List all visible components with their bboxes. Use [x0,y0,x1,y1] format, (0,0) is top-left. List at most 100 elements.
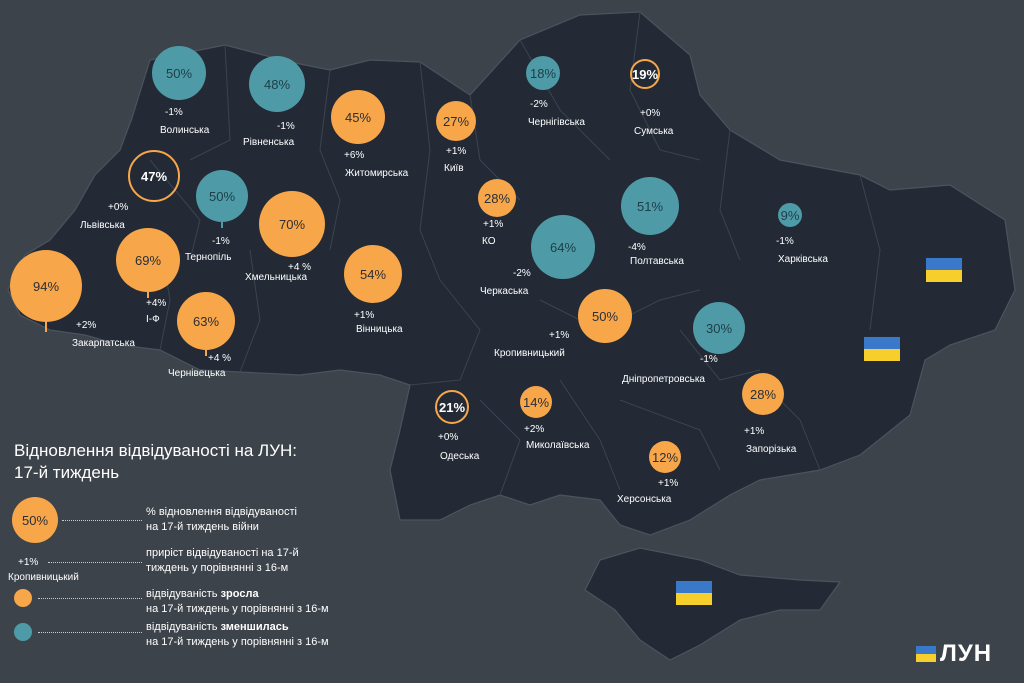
region-bubble-ivano_frankivsk: 69% [116,228,180,292]
region-bubble-chernihiv: 18% [526,56,560,90]
region-name-ivano_frankivsk: І-Ф [146,314,160,325]
region-name-khmelnytskyi: Хмельницька [245,272,308,283]
lun-logo: ЛУН [916,640,992,668]
region-name-ko: КО [482,236,496,247]
region-bubble-mykolaiv: 14% [520,386,552,418]
legend-decrease-pre: відвідуваність [146,621,221,633]
region-name-kherson: Херсонська [617,494,672,505]
region-change-kropyvnytskyi: +1% [549,330,570,341]
region-bubble-lviv: 47% [128,150,180,202]
region-bubble-odesa: 21% [435,390,469,424]
region-change-lviv: +0% [108,202,129,213]
region-change-sumy: +0% [640,108,661,119]
legend-leader-line [38,632,142,633]
legend-decrease-dot [14,623,32,641]
legend-change-desc-2: тиждень у порівнянні з 16-м [146,562,289,574]
region-change-vinnytsia: +1% [354,310,375,321]
title-line-1: Відновлення відвідуваності на ЛУН: [14,441,297,460]
region-bubble-cherkasy: 64% [531,215,595,279]
region-bubble-zhytomyr: 45% [331,90,385,144]
region-change-cherkasy: -2% [513,268,531,279]
legend-decrease-bold: зменшилась [220,621,289,633]
region-name-volyn: Волинська [160,125,210,136]
region-change-kyiv: +1% [446,146,467,157]
legend-leader-line [48,562,142,563]
region-change-odesa: +0% [438,432,459,443]
legend-value-desc: % відновлення відвідуваності на 17-й тиж… [146,505,297,535]
legend-increase-dot [14,589,32,607]
region-bubble-sumy: 19% [630,59,660,89]
region-name-chernihiv: Чернігівська [528,117,585,128]
region-name-cherkasy: Черкаська [480,286,529,297]
legend-decrease-desc-2: на 17-й тиждень у порівнянні з 16-м [146,636,329,648]
region-bubble-zakarpattia: 94% [10,250,82,322]
region-change-rivne: -1% [277,121,295,132]
region-bubble-kyiv: 27% [436,101,476,141]
region-bubble-zaporizhzhia: 28% [742,373,784,415]
region-change-mykolaiv: +2% [524,424,545,435]
region-name-sumy: Сумська [634,126,674,137]
legend-leader-line [38,598,142,599]
region-change-ternopil: -1% [212,236,230,247]
legend-increase-desc-1: відвідуваність зросла [146,587,329,602]
title-line-2: 17-й тиждень [14,463,120,482]
region-change-chernivtsi: +4 % [208,353,232,364]
region-change-kherson: +1% [658,478,679,489]
region-change-kharkiv: -1% [776,236,794,247]
legend-sample-bubble: 50% [12,497,58,543]
bubble-stem [147,290,149,298]
legend-sample-name: Кропивницький [8,572,79,583]
region-name-dnipro: Дніпропетровська [622,374,705,385]
region-bubble-rivne: 48% [249,56,305,112]
flag-icon [676,581,712,605]
region-name-odesa: Одеська [440,451,480,462]
legend-value-desc-2: на 17-й тиждень війни [146,521,259,533]
region-bubble-chernivtsi: 63% [177,292,235,350]
logo-flag-icon [916,646,936,662]
region-name-rivne: Рівненська [243,137,295,148]
legend-change-desc: приріст відвідуваності на 17-й тиждень у… [146,546,299,576]
region-change-ivano_frankivsk: +4% [146,298,167,309]
legend-increase-bold: зросла [220,588,259,600]
region-change-ko: +1% [483,219,504,230]
region-name-vinnytsia: Вінницька [356,324,403,335]
region-bubble-ko: 28% [478,179,516,217]
region-name-kropyvnytskyi: Кропивницький [494,348,565,359]
bubble-stem [45,320,47,332]
region-bubble-volyn: 50% [152,46,206,100]
region-name-lviv: Львівська [80,220,125,231]
region-name-poltava: Полтавська [630,256,684,267]
legend-leader-line [62,520,142,521]
legend-change-desc-1: приріст відвідуваності на 17-й [146,547,299,559]
region-change-poltava: -4% [628,242,646,253]
bubble-stem [221,220,223,228]
region-bubble-poltava: 51% [621,177,679,235]
logo-text: ЛУН [940,640,993,667]
region-bubble-ternopil: 50% [196,170,248,222]
page-title: Відновлення відвідуваності на ЛУН: 17-й … [14,440,334,484]
region-name-mykolaiv: Миколаївська [526,440,590,451]
legend-increase-desc: відвідуваність зросла на 17-й тиждень у … [146,587,329,617]
crimea-outline [584,547,842,661]
legend-value-desc-1: % відновлення відвідуваності [146,506,297,518]
region-name-zhytomyr: Житомирська [345,168,409,179]
region-change-zaporizhzhia: +1% [744,426,765,437]
region-name-chernivtsi: Чернівецька [168,368,226,379]
region-bubble-kherson: 12% [649,441,681,473]
region-bubble-dnipro: 30% [693,302,745,354]
region-change-volyn: -1% [165,107,183,118]
region-name-kharkiv: Харківська [778,254,828,265]
legend-sample-change: +1% [18,557,39,568]
region-change-dnipro: -1% [700,354,718,365]
legend-decrease-desc: відвідуваність зменшилась на 17-й тижден… [146,620,329,650]
region-bubble-kharkiv: 9% [778,203,802,227]
region-bubble-khmelnytskyi: 70% [259,191,325,257]
region-name-ternopil: Тернопіль [185,252,232,263]
bubble-stem [205,348,207,356]
region-change-zhytomyr: +6% [344,150,365,161]
legend-increase-pre: відвідуваність [146,588,221,600]
region-change-zakarpattia: +2% [76,320,97,331]
region-change-khmelnytskyi: +4 % [288,262,312,273]
region-name-kyiv: Київ [444,163,464,174]
